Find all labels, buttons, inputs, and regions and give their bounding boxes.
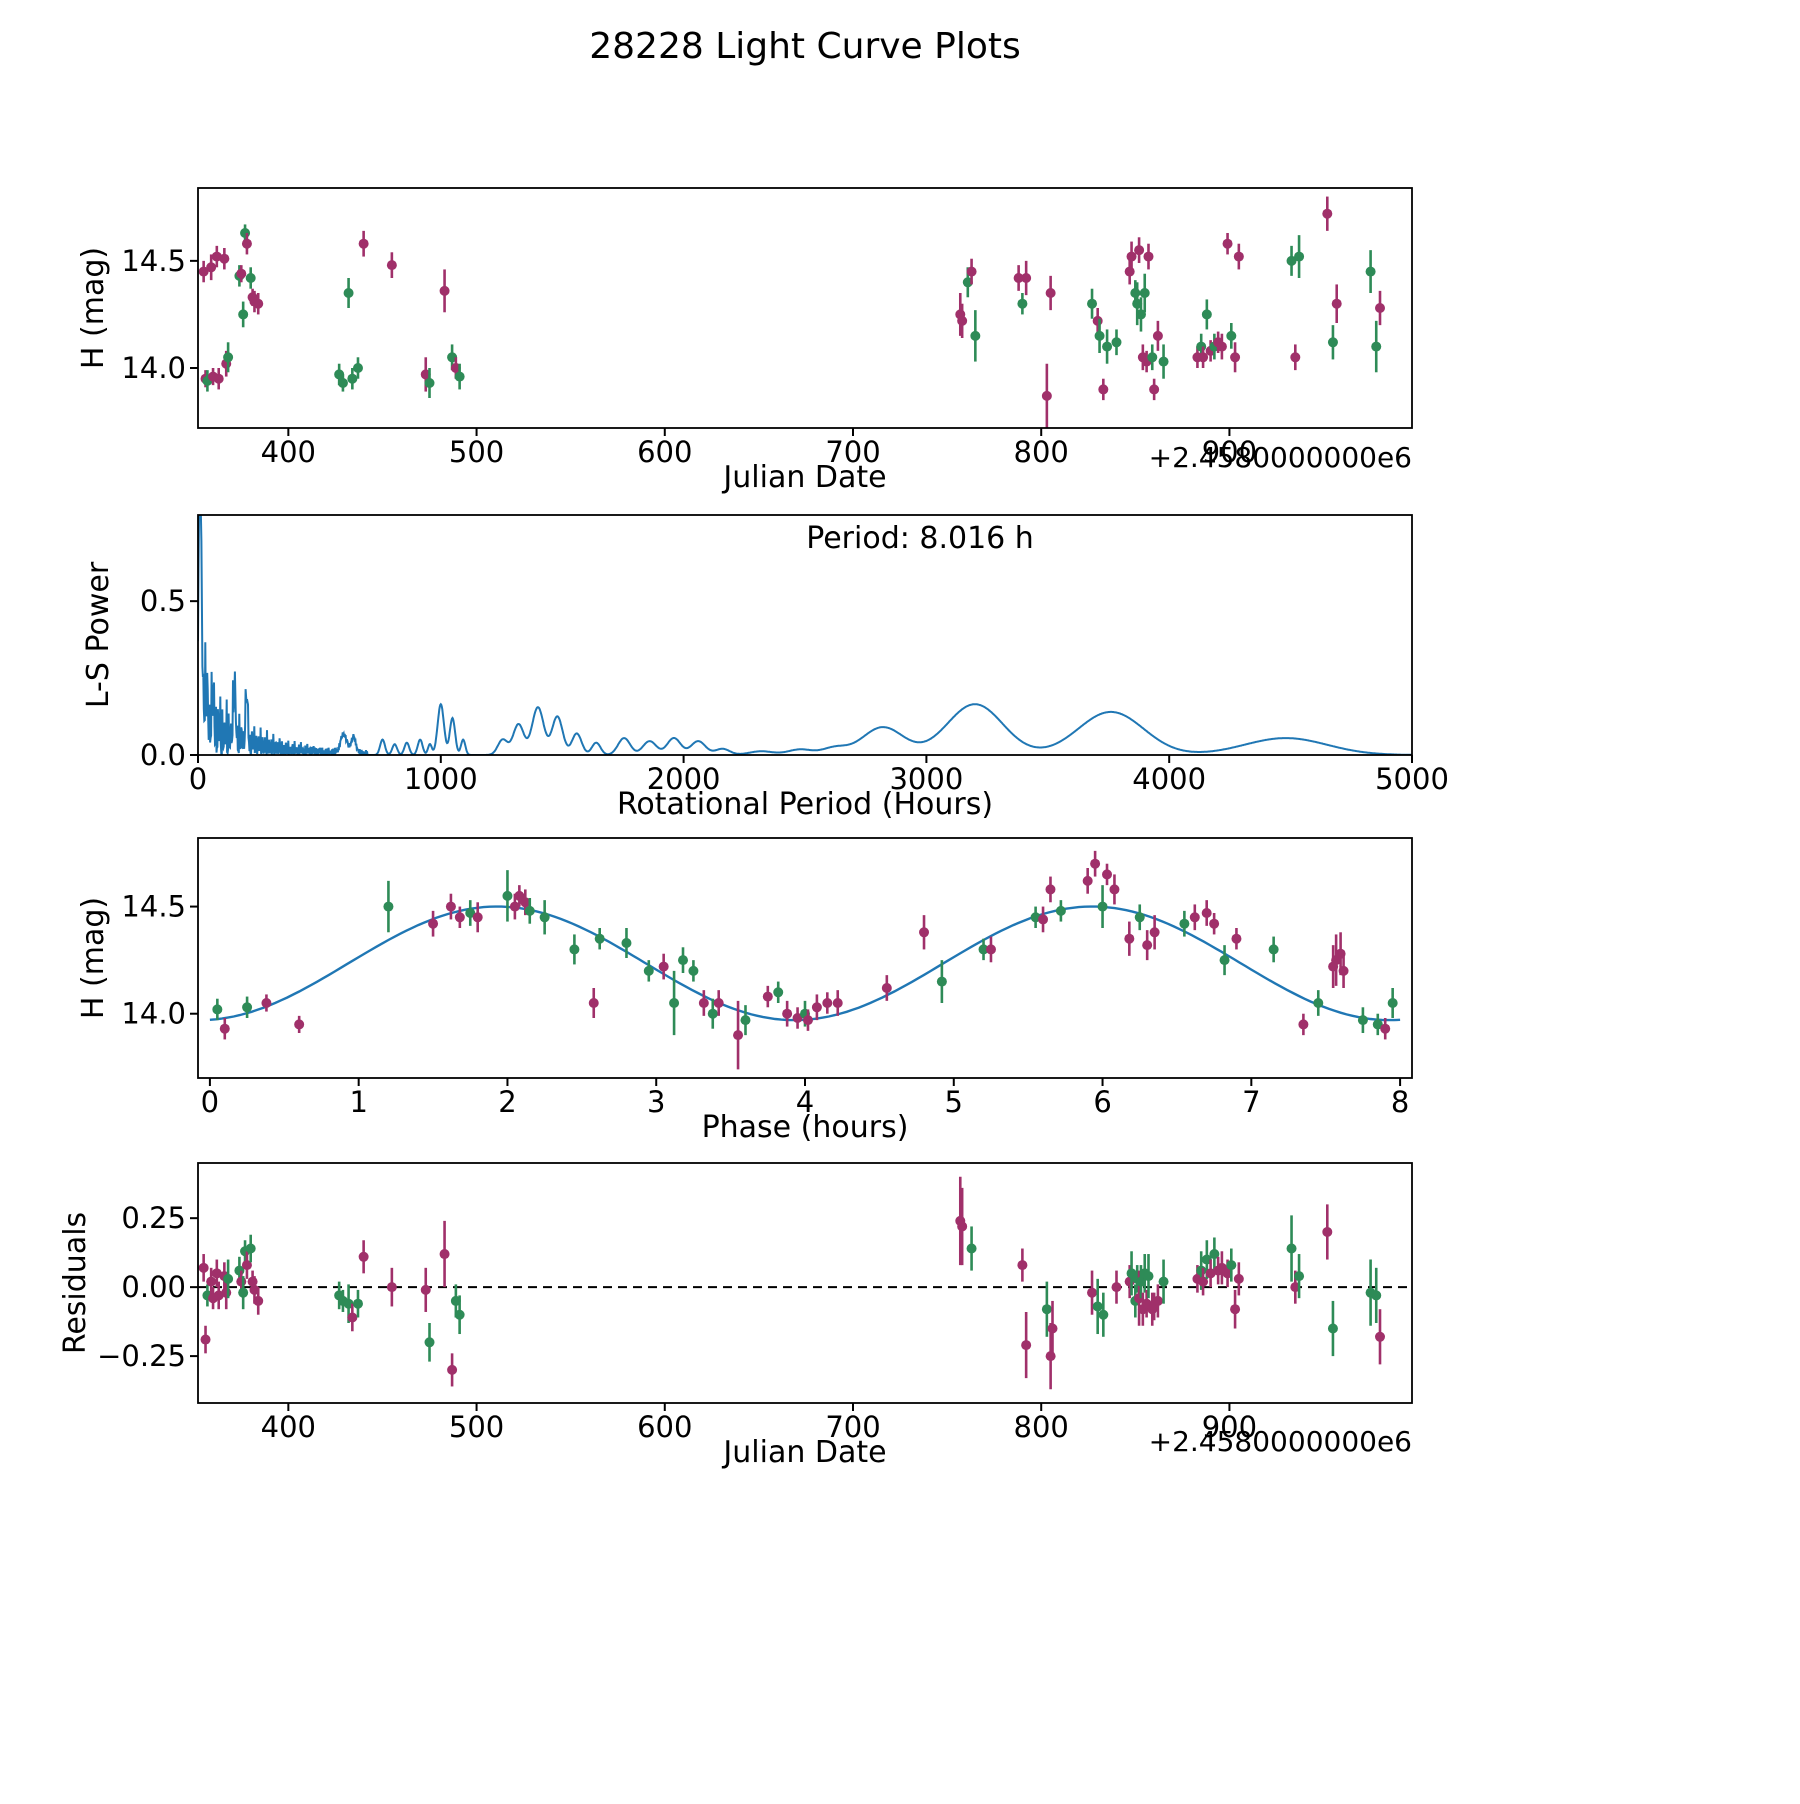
svg-text:2: 2 <box>498 1085 516 1119</box>
xlabel-residuals: Julian Date <box>721 1435 886 1470</box>
svg-text:14.0: 14.0 <box>121 351 186 385</box>
panel-periodogram: 0 1000 2000 3000 4000 5000 0.0 0.5 L-S Power Ro… <box>81 514 1449 822</box>
xlabel-light-curve: Julian Date <box>721 460 886 495</box>
panel-phase-folded: 0 1 2 3 4 5 6 7 8 14.0 14.5 H (mag) Phase (hours) <box>76 837 1413 1145</box>
svg-text:5: 5 <box>945 1085 963 1119</box>
panel-residuals: 400 500 600 700 800 900 −0.25 0.00 0.25 Residual… <box>58 1162 1413 1470</box>
period-annotation: Period: 8.016 h <box>806 521 1034 556</box>
svg-text:600: 600 <box>637 435 692 469</box>
svg-text:900: 900 <box>1202 1410 1257 1444</box>
svg-text:0: 0 <box>201 1085 219 1119</box>
svg-text:800: 800 <box>1014 1410 1069 1444</box>
svg-text:8: 8 <box>1391 1085 1409 1119</box>
svg-text:4000: 4000 <box>1132 762 1206 796</box>
svg-text:400: 400 <box>261 1410 316 1444</box>
svg-text:0.00: 0.00 <box>121 1270 186 1304</box>
figure-title: 28228 Light Curve Plots <box>589 26 1021 67</box>
svg-text:3000: 3000 <box>889 762 963 796</box>
svg-text:−0.25: −0.25 <box>97 1339 186 1373</box>
svg-text:700: 700 <box>825 435 880 469</box>
svg-text:500: 500 <box>449 435 504 469</box>
svg-text:0.5: 0.5 <box>140 584 186 618</box>
svg-text:900: 900 <box>1202 435 1257 469</box>
xlabel-phase-folded: Phase (hours) <box>702 1110 909 1145</box>
svg-text:7: 7 <box>1242 1085 1260 1119</box>
svg-text:14.0: 14.0 <box>121 997 186 1031</box>
ylabel-phase-folded: H (mag) <box>76 897 111 1019</box>
svg-text:600: 600 <box>637 1410 692 1444</box>
svg-text:500: 500 <box>449 1410 504 1444</box>
svg-text:6: 6 <box>1093 1085 1111 1119</box>
svg-text:1000: 1000 <box>404 762 478 796</box>
svg-text:0: 0 <box>189 762 207 796</box>
ylabel-periodogram: L-S Power <box>81 561 116 708</box>
svg-text:800: 800 <box>1014 435 1069 469</box>
svg-text:1: 1 <box>349 1085 367 1119</box>
ylabel-light-curve: H (mag) <box>76 247 111 369</box>
svg-text:14.5: 14.5 <box>121 890 186 924</box>
svg-text:4: 4 <box>796 1085 814 1119</box>
svg-text:400: 400 <box>261 435 316 469</box>
svg-text:14.5: 14.5 <box>121 244 186 278</box>
svg-text:0.25: 0.25 <box>121 1201 186 1235</box>
xlabel-periodogram: Rotational Period (Hours) <box>617 787 993 822</box>
x-offset-label-residuals: +2.4580000000e6 <box>1149 1425 1412 1458</box>
svg-text:0.0: 0.0 <box>140 738 186 772</box>
svg-text:2000: 2000 <box>647 762 721 796</box>
ylabel-residuals: Residuals <box>58 1212 93 1354</box>
svg-text:5000: 5000 <box>1375 762 1449 796</box>
x-offset-label-light-curve: +2.4580000000e6 <box>1149 441 1412 474</box>
svg-text:3: 3 <box>647 1085 665 1119</box>
panel-light-curve: 400 500 600 700 800 900 14.0 14.5 H (mag) Julia… <box>76 187 1413 495</box>
svg-text:700: 700 <box>825 1410 880 1444</box>
